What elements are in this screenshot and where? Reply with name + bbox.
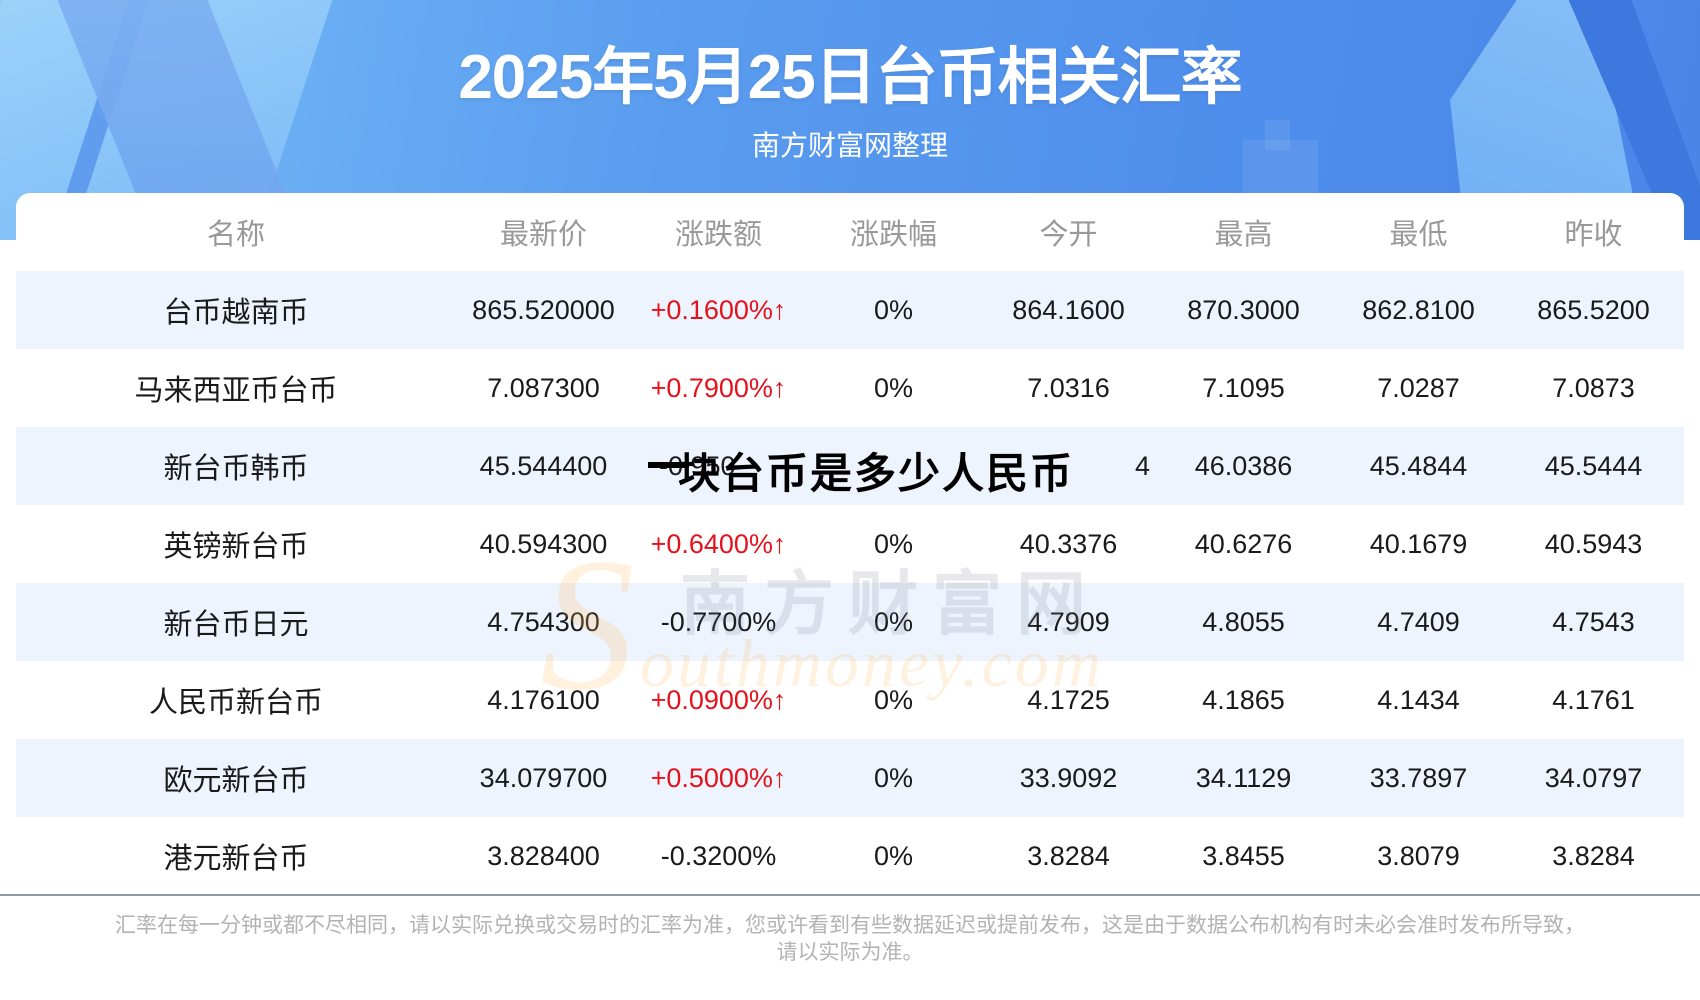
currency-pair-name: 台币越南币 xyxy=(163,297,309,329)
currency-pair-name: 人民币新台币 xyxy=(148,687,323,719)
change-percent: 0% xyxy=(873,528,914,559)
prev-close-price: 4.1761 xyxy=(1552,684,1635,715)
table-row: 马来西亚币台币 7.087300 +0.7900%↑ 0% 7.0316 7.1… xyxy=(16,349,1684,427)
change-value: +0.5000%↑ xyxy=(650,762,787,793)
high-price: 46.0386 xyxy=(1194,450,1293,481)
prev-close-price: 865.5200 xyxy=(1537,294,1650,325)
change-percent: 0% xyxy=(873,294,914,325)
open-price: 4.1725 xyxy=(1027,684,1110,715)
prev-close-price: 40.5943 xyxy=(1544,528,1643,559)
page-subtitle: 南方财富网整理 xyxy=(751,130,948,161)
exchange-rate-table: 名称 最新价 涨跌额 涨跌幅 今开 最高 最低 昨收 台币越南币 865.520… xyxy=(16,193,1684,895)
open-price: 4.7909 xyxy=(1027,606,1110,637)
low-price: 3.8079 xyxy=(1377,840,1460,871)
column-header-low: 最低 xyxy=(1389,219,1448,251)
low-price: 33.7897 xyxy=(1369,762,1468,793)
latest-price: 4.176100 xyxy=(487,684,600,715)
currency-pair-name: 马来西亚币台币 xyxy=(134,375,338,407)
column-header-change: 涨跌额 xyxy=(674,219,762,251)
latest-price: 40.594300 xyxy=(479,528,608,559)
overlay-dash xyxy=(648,462,686,468)
prev-close-price: 45.5444 xyxy=(1544,450,1643,481)
column-header-high: 最高 xyxy=(1214,219,1273,251)
open-price: 3.8284 xyxy=(1027,840,1110,871)
high-price: 40.6276 xyxy=(1194,528,1293,559)
change-value: +0.1600%↑ xyxy=(650,294,787,325)
open-price: 864.1600 xyxy=(1012,294,1125,325)
table-row: 新台币韩币 45.544400 -0.950 4 46.0386 45.4844… xyxy=(16,427,1684,505)
change-percent: 0% xyxy=(873,372,914,403)
open-price: 40.3376 xyxy=(1019,528,1118,559)
currency-pair-name: 英镑新台币 xyxy=(163,531,309,563)
currency-pair-name: 新台币日元 xyxy=(163,609,309,641)
overlay-caption: 块台币是多少人民币 xyxy=(678,450,1075,497)
table-header-row: 名称 最新价 涨跌额 涨跌幅 今开 最高 最低 昨收 xyxy=(16,193,1684,271)
latest-price: 865.520000 xyxy=(472,294,615,325)
low-price: 45.4844 xyxy=(1369,450,1468,481)
currency-pair-name: 欧元新台币 xyxy=(163,765,309,797)
open-price: 4 xyxy=(1134,450,1150,481)
prev-close-price: 7.0873 xyxy=(1552,372,1635,403)
open-price: 7.0316 xyxy=(1027,372,1110,403)
change-value: -0.7700% xyxy=(660,606,777,637)
low-price: 862.8100 xyxy=(1362,294,1475,325)
high-price: 4.1865 xyxy=(1202,684,1285,715)
currency-pair-name: 新台币韩币 xyxy=(163,453,309,485)
prev-close-price: 34.0797 xyxy=(1544,762,1643,793)
change-percent: 0% xyxy=(873,762,914,793)
column-header-prev-close: 昨收 xyxy=(1564,219,1623,251)
column-header-open: 今开 xyxy=(1039,219,1098,251)
high-price: 4.8055 xyxy=(1202,606,1285,637)
disclaimer-line-2: 请以实际为准。 xyxy=(776,941,924,964)
column-header-name: 名称 xyxy=(206,219,265,251)
change-value: -0.3200% xyxy=(660,840,777,871)
change-value: +0.7900%↑ xyxy=(650,372,787,403)
high-price: 3.8455 xyxy=(1202,840,1285,871)
high-price: 870.3000 xyxy=(1187,294,1300,325)
change-value: +0.6400%↑ xyxy=(650,528,787,559)
table-row: 英镑新台币 40.594300 +0.6400%↑ 0% 40.3376 40.… xyxy=(16,505,1684,583)
low-price: 40.1679 xyxy=(1369,528,1468,559)
high-price: 7.1095 xyxy=(1202,372,1285,403)
page-title: 2025年5月25日台币相关汇率 xyxy=(458,43,1242,112)
table-row: 台币越南币 865.520000 +0.1600%↑ 0% 864.1600 8… xyxy=(16,271,1684,349)
low-price: 7.0287 xyxy=(1377,372,1460,403)
change-percent: 0% xyxy=(873,606,914,637)
table-row: 欧元新台币 34.079700 +0.5000%↑ 0% 33.9092 34.… xyxy=(16,739,1684,817)
latest-price: 4.754300 xyxy=(487,606,600,637)
open-price: 33.9092 xyxy=(1019,762,1118,793)
change-value: +0.0900%↑ xyxy=(650,684,787,715)
currency-pair-name: 港元新台币 xyxy=(163,843,309,875)
change-percent: 0% xyxy=(873,840,914,871)
prev-close-price: 4.7543 xyxy=(1552,606,1635,637)
low-price: 4.7409 xyxy=(1377,606,1460,637)
low-price: 4.1434 xyxy=(1377,684,1460,715)
latest-price: 3.828400 xyxy=(487,840,600,871)
disclaimer: 汇率在每一分钟或都不尽相同，请以实际兑换或交易时的汇率为准，您或许看到有些数据延… xyxy=(60,912,1640,966)
change-percent: 0% xyxy=(873,684,914,715)
column-header-latest: 最新价 xyxy=(499,219,587,251)
high-price: 34.1129 xyxy=(1195,762,1292,793)
prev-close-price: 3.8284 xyxy=(1552,840,1635,871)
latest-price: 34.079700 xyxy=(479,762,608,793)
latest-price: 7.087300 xyxy=(487,372,600,403)
table-row: 新台币日元 4.754300 -0.7700% 0% 4.7909 4.8055… xyxy=(16,583,1684,661)
footer-divider xyxy=(0,894,1700,896)
table-row: 港元新台币 3.828400 -0.3200% 0% 3.8284 3.8455… xyxy=(16,817,1684,895)
latest-price: 45.544400 xyxy=(479,450,608,481)
table-row: 人民币新台币 4.176100 +0.0900%↑ 0% 4.1725 4.18… xyxy=(16,661,1684,739)
decor-bar xyxy=(1265,120,1290,150)
disclaimer-line-1: 汇率在每一分钟或都不尽相同，请以实际兑换或交易时的汇率为准，您或许看到有些数据延… xyxy=(115,914,1585,937)
column-header-change-pct: 涨跌幅 xyxy=(849,219,937,251)
